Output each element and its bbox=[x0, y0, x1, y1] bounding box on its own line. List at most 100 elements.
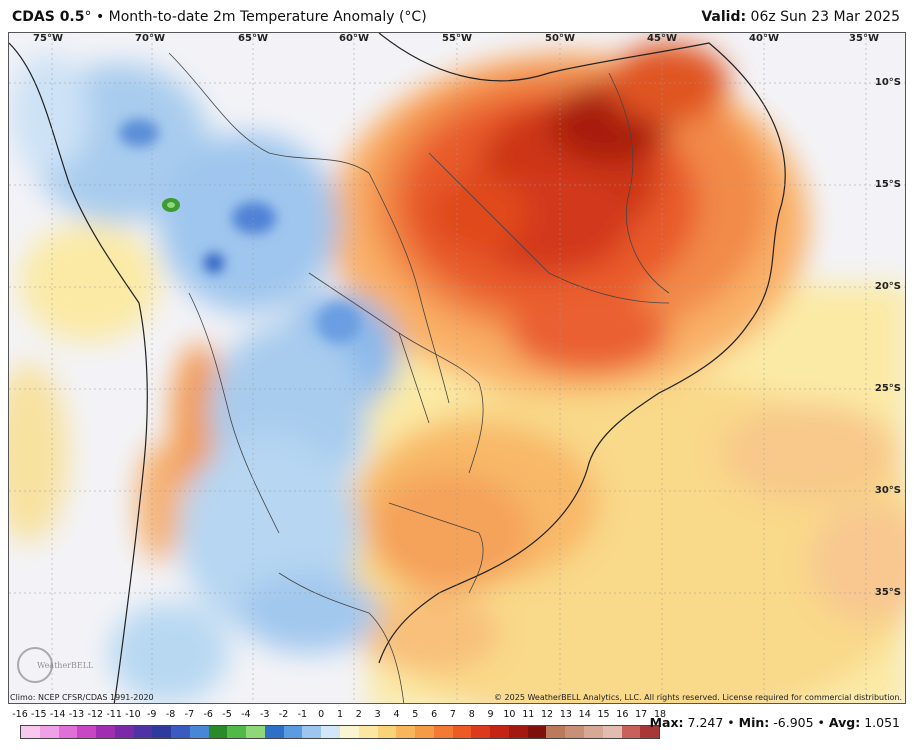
color-scale-label: 18 bbox=[653, 709, 667, 720]
color-swatch bbox=[490, 726, 509, 738]
color-swatch bbox=[546, 726, 566, 738]
color-swatch bbox=[246, 726, 265, 738]
model-name: CDAS 0.5 bbox=[12, 9, 85, 25]
logo-text: WeatherBELL bbox=[37, 661, 93, 670]
valid-value: 06z Sun 23 Mar 2025 bbox=[746, 9, 900, 25]
stats-summary: Max: 7.247 • Min: -6.905 • Avg: 1.051 bbox=[650, 715, 900, 730]
anomaly-map: 75°W 70°W 65°W 60°W 55°W 50°W 45°W 40°W … bbox=[8, 32, 906, 704]
coastlines bbox=[9, 33, 786, 703]
lon-label-40w: 40°W bbox=[749, 33, 779, 44]
lon-label-45w: 45°W bbox=[647, 33, 677, 44]
color-swatch bbox=[152, 726, 172, 738]
color-scale-label: 10 bbox=[503, 709, 516, 720]
stats-separator: • bbox=[723, 715, 739, 730]
color-scale-label: -11 bbox=[106, 709, 122, 720]
color-scale-label: -4 bbox=[241, 709, 251, 720]
color-swatch bbox=[321, 726, 341, 738]
lon-label-50w: 50°W bbox=[545, 33, 575, 44]
color-swatch bbox=[283, 726, 303, 738]
lat-label-15s: 15°S bbox=[874, 179, 901, 190]
color-scale-label: 4 bbox=[393, 709, 400, 720]
color-swatch bbox=[415, 726, 434, 738]
climo-note: Climo: NCEP CFSR/CDAS 1991-2020 bbox=[10, 693, 154, 702]
color-swatch bbox=[433, 726, 453, 738]
color-scale-label: 16 bbox=[616, 709, 629, 720]
color-swatch bbox=[471, 726, 491, 738]
color-scale: -16 -15 -14 -13 -12 -11 -10 -9 -8 -7 -6 -5 -4 -3 -2 -1 0… bbox=[12, 708, 666, 746]
color-scale-label: -8 bbox=[165, 709, 176, 720]
avg-label: Avg: bbox=[828, 715, 861, 730]
color-swatch bbox=[640, 726, 660, 738]
title-description: • Month-to-date 2m Temperature Anomaly (… bbox=[91, 9, 427, 25]
color-scale-labels: -16 -15 -14 -13 -12 -11 -10 -9 -8 -7 -6 -5 -4 -3 -2 -1 0… bbox=[12, 708, 666, 722]
color-scale-label: -10 bbox=[125, 709, 141, 720]
lat-label-20s: 20°S bbox=[874, 281, 901, 292]
lat-label-35s: 35°S bbox=[874, 587, 901, 598]
degree-symbol: ° bbox=[84, 9, 92, 25]
color-swatch bbox=[396, 726, 416, 738]
color-scale-label: -2 bbox=[278, 709, 289, 720]
color-swatch bbox=[171, 726, 190, 738]
color-swatch bbox=[21, 726, 40, 738]
color-scale-label: -16 bbox=[12, 709, 28, 720]
color-scale-label: 7 bbox=[449, 709, 456, 720]
color-scale-label: -1 bbox=[297, 709, 308, 720]
color-scale-label: 12 bbox=[541, 709, 554, 720]
color-swatch bbox=[358, 726, 378, 738]
color-scale-label: 13 bbox=[559, 709, 572, 720]
color-scale-label: -3 bbox=[259, 709, 270, 720]
avg-value: 1.051 bbox=[864, 715, 900, 730]
color-swatch bbox=[565, 726, 584, 738]
valid-label: Valid: bbox=[701, 9, 747, 25]
lon-label-55w: 55°W bbox=[442, 33, 472, 44]
lat-label-30s: 30°S bbox=[874, 485, 901, 496]
color-scale-label: -12 bbox=[87, 709, 104, 720]
color-swatch bbox=[602, 726, 622, 738]
min-label: Min: bbox=[738, 715, 770, 730]
color-swatch bbox=[377, 726, 397, 738]
lat-label-10s: 10°S bbox=[874, 77, 901, 88]
lat-label-25s: 25°S bbox=[874, 383, 901, 394]
color-scale-label: 2 bbox=[355, 709, 362, 720]
color-scale-label: -6 bbox=[203, 709, 213, 720]
color-scale-label: -15 bbox=[31, 709, 47, 720]
lon-label-75w: 75°W bbox=[33, 33, 63, 44]
color-swatch bbox=[189, 726, 209, 738]
color-swatch bbox=[77, 726, 97, 738]
color-swatch bbox=[583, 726, 603, 738]
lon-label-70w: 70°W bbox=[135, 33, 165, 44]
color-swatch bbox=[227, 726, 247, 738]
color-swatch bbox=[302, 726, 322, 738]
stats-separator: • bbox=[813, 715, 829, 730]
color-scale-label: 1 bbox=[336, 709, 344, 720]
color-scale-label: 11 bbox=[522, 709, 535, 720]
color-swatch bbox=[39, 726, 59, 738]
valid-time: Valid: 06z Sun 23 Mar 2025 bbox=[701, 9, 900, 25]
chart-title: CDAS 0.5° • Month-to-date 2m Temperature… bbox=[12, 9, 427, 25]
lon-label-60w: 60°W bbox=[339, 33, 369, 44]
lon-label-65w: 65°W bbox=[238, 33, 268, 44]
color-swatch bbox=[621, 726, 641, 738]
color-scale-label: 5 bbox=[412, 709, 419, 720]
color-scale-label: -14 bbox=[49, 709, 66, 720]
copyright-note: © 2025 WeatherBELL Analytics, LLC. All r… bbox=[494, 693, 902, 702]
lon-label-35w: 35°W bbox=[849, 33, 879, 44]
color-swatch bbox=[452, 726, 472, 738]
color-swatch bbox=[264, 726, 284, 738]
color-scale-label: 9 bbox=[487, 709, 494, 720]
color-scale-label: -13 bbox=[68, 709, 85, 720]
max-value: 7.247 bbox=[687, 715, 724, 730]
color-swatch bbox=[58, 726, 78, 738]
country-borders bbox=[168, 52, 670, 703]
color-scale-label: 6 bbox=[431, 709, 438, 720]
min-value: -6.905 bbox=[773, 715, 814, 730]
color-scale-label: 14 bbox=[578, 709, 591, 720]
weatherbell-logo: WeatherBELL bbox=[17, 647, 93, 683]
color-swatch bbox=[208, 726, 228, 738]
color-scale-label: 15 bbox=[597, 709, 610, 720]
color-scale-label: -9 bbox=[147, 709, 157, 720]
graticule bbox=[9, 33, 905, 703]
color-scale-label: 3 bbox=[374, 709, 381, 720]
color-swatch bbox=[114, 726, 134, 738]
color-swatch bbox=[133, 726, 153, 738]
